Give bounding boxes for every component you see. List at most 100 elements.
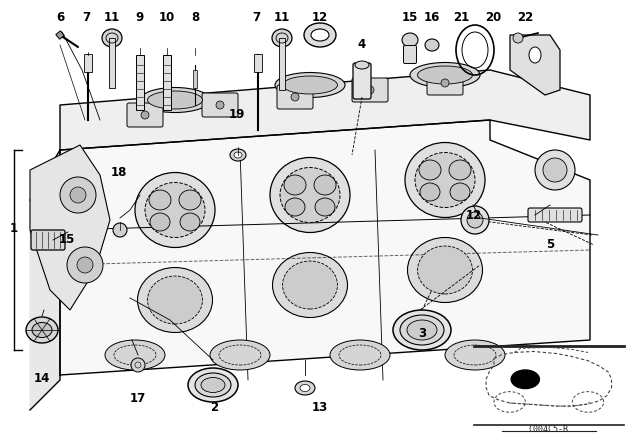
Ellipse shape [210,340,270,370]
Bar [84,54,92,72]
Ellipse shape [304,23,336,47]
Bar [279,38,285,90]
Ellipse shape [282,261,337,309]
Text: 3: 3 [419,327,426,340]
Polygon shape [30,150,60,410]
Text: 9: 9 [136,11,143,25]
Polygon shape [60,120,590,375]
Ellipse shape [295,381,315,395]
Ellipse shape [145,182,205,237]
Ellipse shape [300,384,310,392]
Ellipse shape [270,158,350,233]
Ellipse shape [102,29,122,47]
Ellipse shape [314,175,336,195]
Circle shape [467,212,483,228]
Ellipse shape [393,310,451,350]
Ellipse shape [425,39,439,51]
Circle shape [131,358,145,372]
Ellipse shape [417,66,472,84]
Text: 21: 21 [452,11,469,25]
Ellipse shape [449,160,471,180]
Ellipse shape [330,340,390,370]
Ellipse shape [149,190,171,210]
Text: 22: 22 [516,11,533,25]
Polygon shape [510,35,560,95]
Ellipse shape [311,29,329,41]
Ellipse shape [147,91,202,109]
Ellipse shape [135,172,215,247]
Text: 12: 12 [465,208,482,222]
Text: 8: 8 [191,11,199,25]
Ellipse shape [275,73,345,98]
Circle shape [113,223,127,237]
Ellipse shape [417,246,472,294]
Text: 14: 14 [33,372,50,385]
Ellipse shape [285,198,305,216]
Ellipse shape [315,198,335,216]
Ellipse shape [407,320,437,340]
Ellipse shape [415,152,475,207]
FancyBboxPatch shape [403,46,417,64]
Bar [136,55,144,110]
Text: 19: 19 [228,108,245,121]
Ellipse shape [284,175,306,195]
Text: 6: 6 [57,11,65,25]
Circle shape [461,206,489,234]
Ellipse shape [147,276,202,324]
Polygon shape [30,145,110,310]
Ellipse shape [32,323,52,337]
Text: 15: 15 [59,233,76,246]
FancyBboxPatch shape [427,71,463,95]
Circle shape [60,177,96,213]
Ellipse shape [234,152,242,158]
Ellipse shape [26,317,58,343]
Text: 13: 13 [312,401,328,414]
Circle shape [543,158,567,182]
Ellipse shape [405,142,485,217]
Ellipse shape [188,368,238,402]
FancyBboxPatch shape [528,208,582,222]
Text: 16: 16 [424,11,440,25]
Ellipse shape [408,237,483,302]
Text: 11: 11 [273,11,290,25]
Text: 17: 17 [129,392,146,405]
Text: 7: 7 [83,11,90,25]
FancyBboxPatch shape [353,63,371,99]
Text: 5: 5 [547,237,554,251]
Bar [193,70,197,88]
Ellipse shape [273,253,348,318]
FancyBboxPatch shape [31,230,65,250]
Circle shape [441,79,449,87]
Ellipse shape [201,378,225,392]
FancyBboxPatch shape [127,103,163,127]
Ellipse shape [445,340,505,370]
Bar [163,55,171,110]
Circle shape [511,370,540,388]
Ellipse shape [410,63,480,87]
Circle shape [291,93,299,101]
Ellipse shape [195,373,231,397]
Ellipse shape [105,340,165,370]
Ellipse shape [420,183,440,201]
Bar [254,54,262,72]
Circle shape [366,86,374,94]
Ellipse shape [419,160,441,180]
Text: 2: 2 [211,401,218,414]
Ellipse shape [140,87,210,112]
Text: 15: 15 [401,11,418,25]
Ellipse shape [355,61,369,69]
Circle shape [77,257,93,273]
Ellipse shape [180,213,200,231]
Text: C004C5-B: C004C5-B [529,425,569,434]
Ellipse shape [282,76,337,94]
Text: 18: 18 [110,166,127,179]
Ellipse shape [529,47,541,63]
Ellipse shape [150,213,170,231]
FancyBboxPatch shape [202,93,238,117]
Circle shape [535,150,575,190]
Ellipse shape [138,267,212,332]
Bar [56,31,64,39]
Text: 12: 12 [312,11,328,25]
Circle shape [67,247,103,283]
Text: 7: 7 [252,11,260,25]
